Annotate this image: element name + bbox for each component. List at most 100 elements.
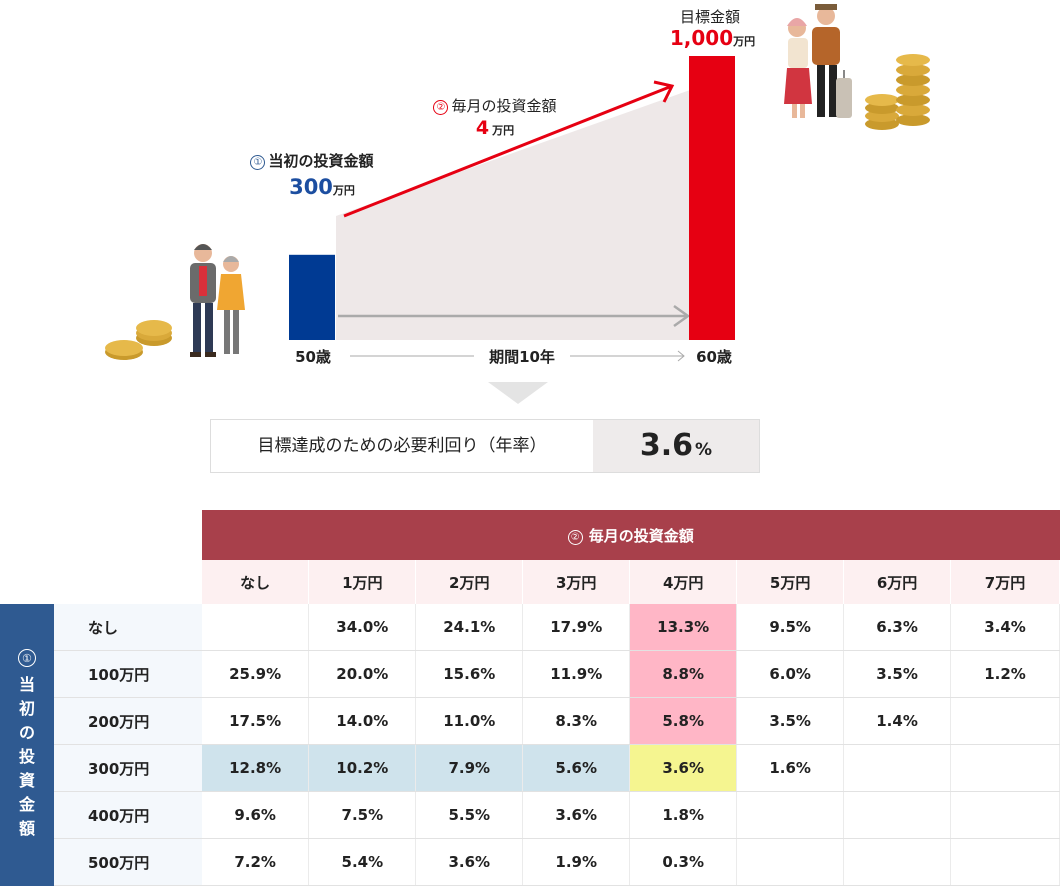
yield-cell: 5.6%: [522, 744, 631, 792]
table-corner: [0, 510, 202, 560]
yield-cell: [736, 838, 845, 886]
column-header: 2万円: [415, 560, 524, 604]
yield-cell: [950, 697, 1060, 745]
column-header: 5万円: [736, 560, 845, 604]
monthly-investment-value: 4 万円: [455, 117, 535, 139]
pointer-triangle: [488, 382, 548, 404]
couple-right-icon: [784, 4, 852, 118]
yield-cell: 6.0%: [736, 650, 845, 698]
yield-cell: 3.6%: [522, 791, 631, 839]
yield-cell: [950, 791, 1060, 839]
yield-cell: 15.6%: [415, 650, 524, 698]
growth-arrow-line: [343, 84, 673, 218]
yield-cell: 0.3%: [629, 838, 738, 886]
yield-cell: 3.6%: [415, 838, 524, 886]
yield-cell: 34.0%: [308, 604, 417, 651]
monthly-header: ② 毎月の投資金額: [201, 510, 1060, 560]
table-row: 500万円 7.2% 5.4% 3.6% 1.9% 0.3%: [0, 838, 1060, 886]
yield-cell: 3.4%: [950, 604, 1060, 651]
yield-cell: 12.8%: [201, 744, 310, 792]
yield-cell: 25.9%: [201, 650, 310, 698]
yield-cell: 17.5%: [201, 697, 310, 745]
coins-right-icon: [865, 54, 930, 130]
initial-bar: [289, 254, 335, 340]
growth-arrow-head: [653, 80, 675, 103]
yield-cell: 8.3%: [522, 697, 631, 745]
monthly-investment-label: ② 毎月の投資金額: [410, 95, 580, 116]
yield-cell: 1.8%: [629, 791, 738, 839]
yield-cell: 6.3%: [843, 604, 952, 651]
required-return-box: 目標達成のための必要利回り（年率） 3.6%: [210, 419, 760, 473]
side-header-char: 当: [18, 674, 35, 694]
circle-2-icon: ②: [433, 100, 449, 115]
row-header: 300万円: [53, 744, 202, 792]
circle-1-icon: ①: [17, 648, 36, 667]
coins-left-icon: [105, 320, 172, 360]
column-header: 3万円: [522, 560, 631, 604]
column-header: 1万円: [308, 560, 417, 604]
required-return-number: 3.6: [639, 428, 694, 463]
table-corner: [0, 560, 202, 604]
yield-cell: [843, 744, 952, 792]
side-header-char: の: [18, 722, 35, 742]
yield-cell: 20.0%: [308, 650, 417, 698]
circle-1-icon: ①: [250, 155, 266, 170]
yield-cell: 7.2%: [201, 838, 310, 886]
yield-cell: 17.9%: [522, 604, 631, 651]
required-return-unit: %: [695, 440, 713, 460]
side-header-char: 初: [18, 698, 35, 718]
growth-area: [336, 90, 690, 340]
table-row: 200万円 17.5% 14.0% 11.0% 8.3% 5.8% 3.5% 1.4%: [0, 697, 1060, 745]
yield-cell: 11.0%: [415, 697, 524, 745]
yield-cell: [201, 604, 310, 651]
period-label: 期間10年: [489, 348, 555, 366]
yield-cell: 8.8%: [629, 650, 738, 698]
yield-cell: 3.5%: [736, 697, 845, 745]
couple-left-icon: [190, 244, 245, 357]
yield-cell: 11.9%: [522, 650, 631, 698]
column-header: 4万円: [629, 560, 738, 604]
monthly-unit: 万円: [492, 124, 515, 137]
yield-cell: [736, 791, 845, 839]
monthly-value: 4: [475, 117, 490, 139]
yield-cell: 9.6%: [201, 791, 310, 839]
table-row: 400万円 9.6% 7.5% 5.5% 3.6% 1.8%: [0, 791, 1060, 839]
initial-investment-side-header: ① 当初の投資金額: [0, 604, 54, 886]
yield-cell: 5.8%: [629, 697, 738, 745]
table-row: 100万円 25.9% 20.0% 15.6% 11.9% 8.8% 6.0% 3.5% 1.2…: [0, 650, 1060, 698]
column-header: 7万円: [950, 560, 1060, 604]
yield-cell: 1.2%: [950, 650, 1060, 698]
side-header-char: 資: [18, 770, 35, 790]
period-arrow-head: [673, 304, 691, 328]
initial-value: 300: [289, 175, 333, 199]
row-header: 200万円: [53, 697, 202, 745]
column-header: なし: [201, 560, 310, 604]
yield-cell: [950, 744, 1060, 792]
yield-cell: 1.9%: [522, 838, 631, 886]
yield-cell: 7.5%: [308, 791, 417, 839]
start-age-label: 50歳: [295, 348, 331, 366]
yield-cell: 5.4%: [308, 838, 417, 886]
investment-diagram: [105, 4, 930, 404]
row-header: なし: [53, 604, 202, 651]
end-age-label: 60歳: [696, 348, 732, 366]
initial-unit: 万円: [332, 184, 355, 197]
row-header: 100万円: [53, 650, 202, 698]
side-header-char: 投: [18, 746, 35, 766]
yield-cell: [950, 838, 1060, 886]
target-value: 1,000: [669, 26, 734, 50]
table-row: ① 当初の投資金額なし 34.0% 24.1% 17.9% 13.3% 9.5% 6.3% 3.…: [0, 604, 1060, 886]
yield-cell: 1.6%: [736, 744, 845, 792]
yield-cell: 5.5%: [415, 791, 524, 839]
target-amount-label: 目標金額: [679, 8, 740, 26]
table-row: 300万円 12.8% 10.2% 7.9% 5.6% 3.6% 1.6%: [0, 744, 1060, 792]
circle-2-icon: ②: [567, 529, 583, 545]
yield-cell: 3.6%: [629, 744, 738, 792]
yield-cell: 7.9%: [415, 744, 524, 792]
target-unit: 万円: [733, 35, 756, 48]
row-header: 400万円: [53, 791, 202, 839]
yield-cell: [843, 791, 952, 839]
required-return-value: 3.6%: [593, 420, 759, 472]
side-header-char: 金: [18, 794, 35, 814]
